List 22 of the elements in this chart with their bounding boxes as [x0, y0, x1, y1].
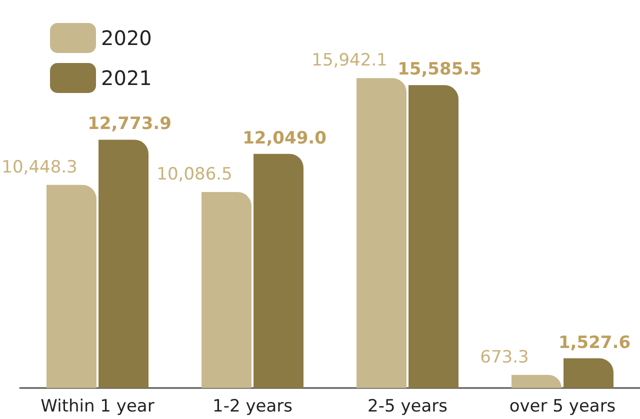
bar: [254, 154, 304, 388]
bar: [356, 78, 406, 388]
data-label: 10,448.3: [2, 157, 78, 178]
data-label: 12,049.0: [242, 128, 327, 148]
data-label: 10,086.5: [156, 164, 232, 184]
x-tick-label: 2-5 years: [368, 396, 448, 416]
data-label: 12,773.9: [88, 114, 172, 134]
data-label: 1,527.6: [558, 332, 631, 353]
bar: [512, 374, 562, 388]
legend-label: 2020: [101, 26, 152, 50]
data-label: 673.3: [480, 347, 529, 368]
bar: [46, 184, 96, 388]
bar: [98, 140, 148, 388]
x-tick-label: Within 1 year: [40, 396, 154, 416]
data-label: 15,942.1: [312, 50, 388, 71]
bar: [202, 192, 252, 388]
x-tick-label: 1-2 years: [212, 396, 293, 416]
legend-label: 2021: [101, 66, 152, 90]
bar: [408, 85, 458, 388]
bar: [564, 358, 614, 388]
x-tick-label: over 5 years: [509, 396, 616, 416]
data-label: 15,585.5: [398, 60, 482, 80]
